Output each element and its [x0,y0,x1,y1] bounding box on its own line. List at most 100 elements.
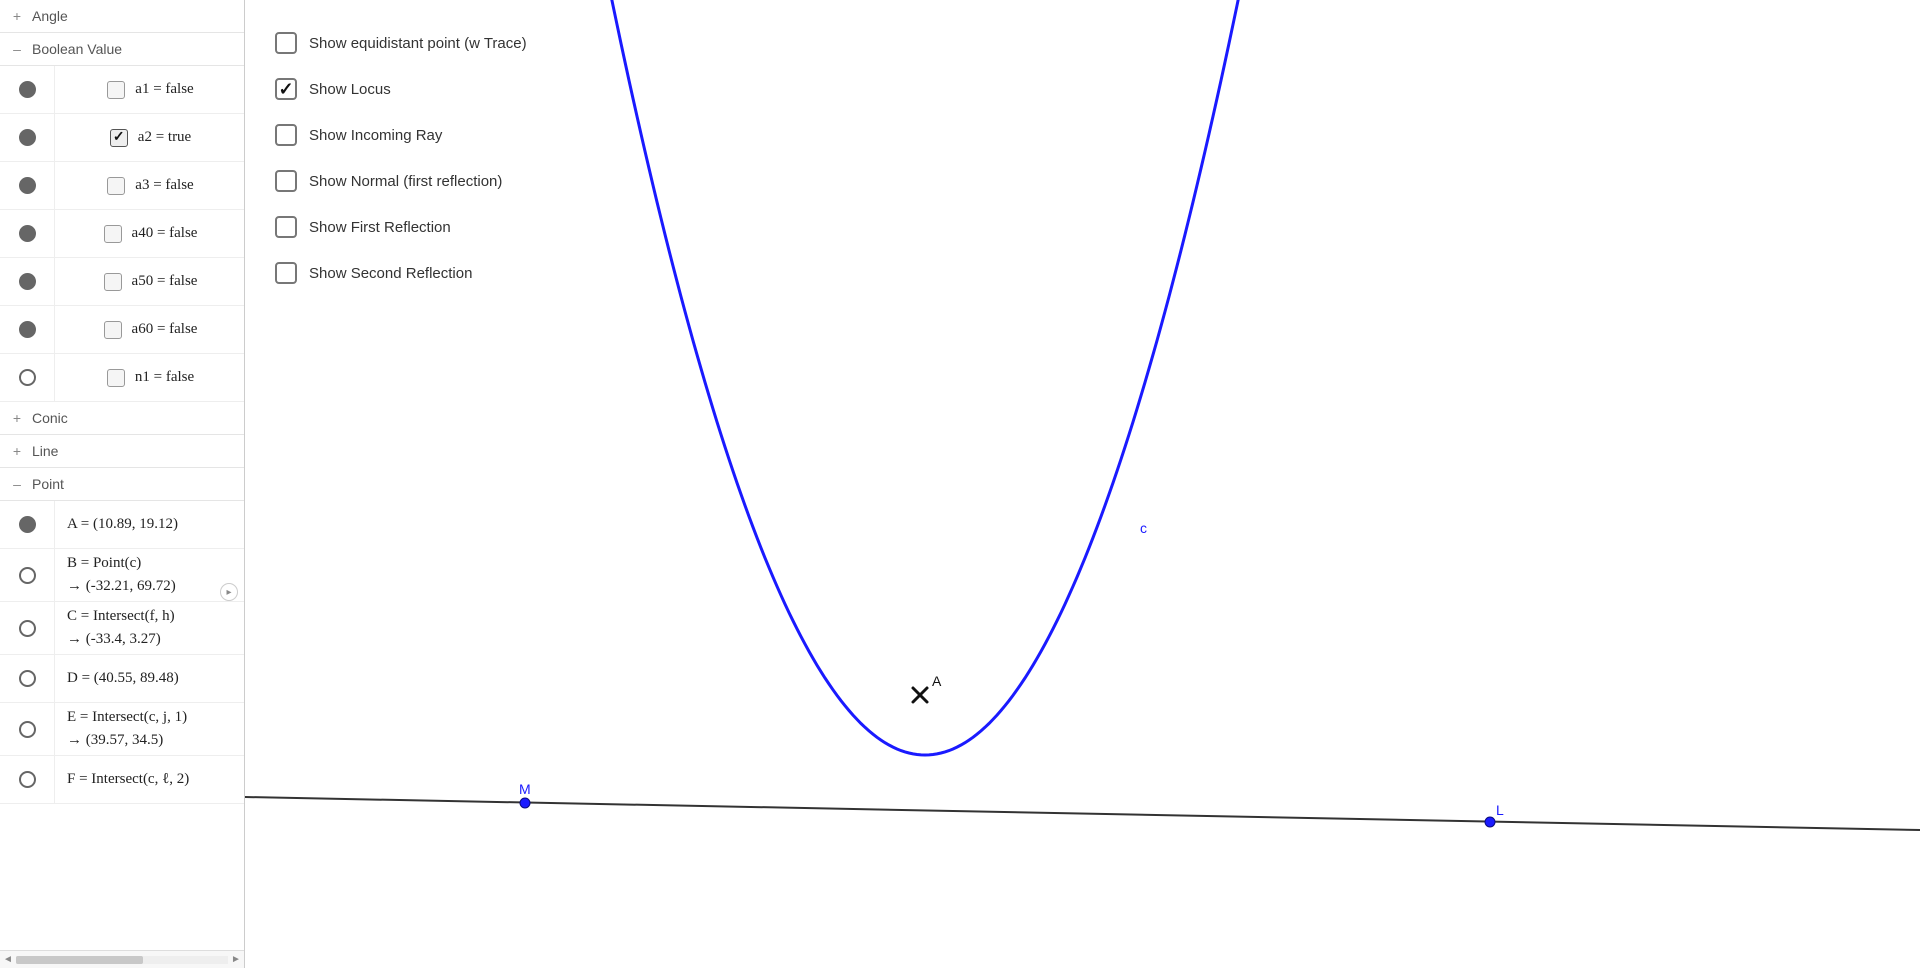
bool-checkbox[interactable] [107,369,125,387]
gv-check-show-normal[interactable]: Show Normal (first reflection) [275,170,527,192]
point-label-A: A [932,673,941,689]
play-icon[interactable]: ▸ [220,583,238,601]
point-definition: F = Intersect(c, ℓ, 2) [67,771,234,788]
section-label: Conic [32,410,68,426]
gv-check-show-second-refl[interactable]: Show Second Reflection [275,262,527,284]
visibility-dot-icon [19,225,36,242]
checkbox-icon [275,170,297,192]
point-row-F[interactable]: F = Intersect(c, ℓ, 2) [0,756,244,804]
visibility-dot-icon [19,321,36,338]
boolean-row-n1[interactable]: n1 = false [0,354,244,402]
checkbox-label: Show Locus [309,81,391,98]
bool-checkbox[interactable] [110,129,128,147]
boolean-row-a3[interactable]: a3 = false [0,162,244,210]
scroll-left-icon[interactable]: ◄ [0,951,16,968]
boolean-row-a50[interactable]: a50 = false [0,258,244,306]
checkbox-label: Show Second Reflection [309,265,472,282]
visibility-dot-icon [19,670,36,687]
visibility-toggle[interactable] [0,756,55,803]
bool-expression: a60 = false [132,321,198,338]
bool-checkbox[interactable] [104,225,122,243]
point-label-L: L [1496,802,1504,818]
bool-expression: n1 = false [135,369,194,386]
scroll-track[interactable] [16,956,228,964]
scroll-thumb[interactable] [16,956,143,964]
algebra-sidebar: + Angle – Boolean Value a1 = false a2 = t… [0,0,245,968]
visibility-toggle[interactable] [0,114,55,161]
section-line[interactable]: + Line [0,435,244,468]
section-label: Point [32,476,64,492]
section-boolean[interactable]: – Boolean Value [0,33,244,66]
bool-expression: a40 = false [132,225,198,242]
checkbox-label: Show Normal (first reflection) [309,173,502,190]
visibility-toggle[interactable] [0,602,55,654]
boolean-row-a60[interactable]: a60 = false [0,306,244,354]
boolean-row-a2[interactable]: a2 = true [0,114,244,162]
visibility-dot-icon [19,721,36,738]
visibility-toggle[interactable] [0,703,55,755]
point-value: → (-33.4, 3.27) [67,631,234,648]
bool-expression: a2 = true [138,129,191,146]
bool-checkbox[interactable] [107,81,125,99]
section-point[interactable]: – Point [0,468,244,501]
section-label: Line [32,443,58,459]
gv-check-show-equidistant[interactable]: Show equidistant point (w Trace) [275,32,527,54]
collapse-icon: – [10,477,24,491]
bool-checkbox[interactable] [104,321,122,339]
point-definition: B = Point(c) [67,555,234,572]
visibility-dot-icon [19,516,36,533]
point-row-C[interactable]: C = Intersect(f, h) → (-33.4, 3.27) [0,602,244,655]
visibility-dot-icon [19,273,36,290]
visibility-dot-icon [19,567,36,584]
visibility-toggle[interactable] [0,549,55,601]
gv-check-show-first-refl[interactable]: Show First Reflection [275,216,527,238]
point-row-B[interactable]: B = Point(c) → (-32.21, 69.72)▸ [0,549,244,602]
expand-icon: + [10,411,24,425]
checkbox-icon [275,32,297,54]
visibility-dot-icon [19,771,36,788]
checkbox-label: Show Incoming Ray [309,127,442,144]
visibility-dot-icon [19,620,36,637]
boolean-row-a40[interactable]: a40 = false [0,210,244,258]
gv-check-show-locus[interactable]: Show Locus [275,78,527,100]
bool-checkbox[interactable] [104,273,122,291]
visibility-toggle[interactable] [0,210,55,257]
point-row-D[interactable]: D = (40.55, 89.48) [0,655,244,703]
section-label: Angle [32,8,68,24]
graphics-view[interactable]: Show equidistant point (w Trace) Show Loc… [245,0,1920,968]
point-definition: D = (40.55, 89.48) [67,670,234,687]
visibility-toggle[interactable] [0,258,55,305]
visibility-toggle[interactable] [0,306,55,353]
curve-label-c: c [1140,520,1147,536]
point-value: → (39.57, 34.5) [67,732,234,749]
sidebar-hscroll[interactable]: ◄ ► [0,950,244,968]
section-angle[interactable]: + Angle [0,0,244,33]
visibility-toggle[interactable] [0,501,55,548]
visibility-toggle[interactable] [0,655,55,702]
expand-icon: + [10,444,24,458]
point-label-M: M [519,781,531,797]
boolean-row-a1[interactable]: a1 = false [0,66,244,114]
checkbox-icon [275,124,297,146]
algebra-scroll[interactable]: + Angle – Boolean Value a1 = false a2 = t… [0,0,244,950]
section-conic[interactable]: + Conic [0,402,244,435]
visibility-toggle[interactable] [0,354,55,401]
point-definition: C = Intersect(f, h) [67,608,234,625]
bool-expression: a3 = false [135,177,193,194]
collapse-icon: – [10,42,24,56]
checkbox-label: Show First Reflection [309,219,451,236]
point-row-A[interactable]: A = (10.89, 19.12) [0,501,244,549]
checkbox-label: Show equidistant point (w Trace) [309,35,527,52]
visibility-toggle[interactable] [0,162,55,209]
visibility-toggle[interactable] [0,66,55,113]
visibility-dot-icon [19,369,36,386]
point-row-E[interactable]: E = Intersect(c, j, 1) → (39.57, 34.5) [0,703,244,756]
app-root: + Angle – Boolean Value a1 = false a2 = t… [0,0,1920,968]
scroll-right-icon[interactable]: ► [228,951,244,968]
point-value: → (-32.21, 69.72) [67,578,234,595]
section-label: Boolean Value [32,41,122,57]
gv-check-show-incoming[interactable]: Show Incoming Ray [275,124,527,146]
expand-icon: + [10,9,24,23]
bool-checkbox[interactable] [107,177,125,195]
point-definition: E = Intersect(c, j, 1) [67,709,234,726]
